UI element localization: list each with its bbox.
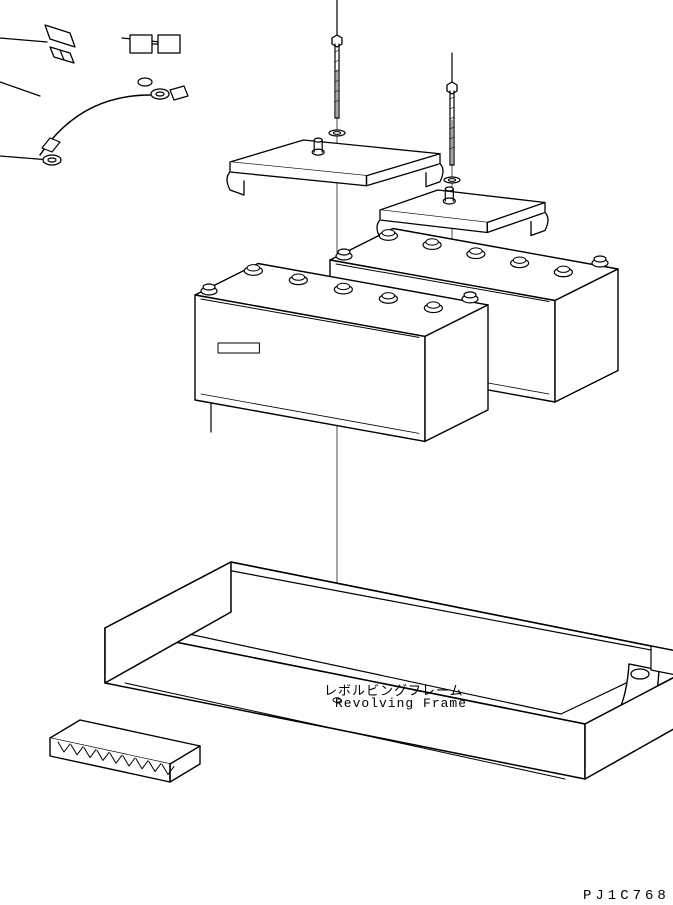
frame-label-en: Revolving Frame bbox=[335, 696, 467, 711]
bracket bbox=[227, 138, 443, 195]
batteries bbox=[195, 229, 618, 442]
diagram-canvas: レボルビングフレーム Revolving Frame PJ1C768 bbox=[0, 0, 673, 905]
part-id-label: PJ1C768 bbox=[583, 888, 670, 904]
diagram-svg bbox=[0, 0, 673, 905]
connector-cluster bbox=[40, 25, 188, 165]
brackets bbox=[227, 138, 548, 243]
revolving-frame bbox=[50, 508, 673, 782]
